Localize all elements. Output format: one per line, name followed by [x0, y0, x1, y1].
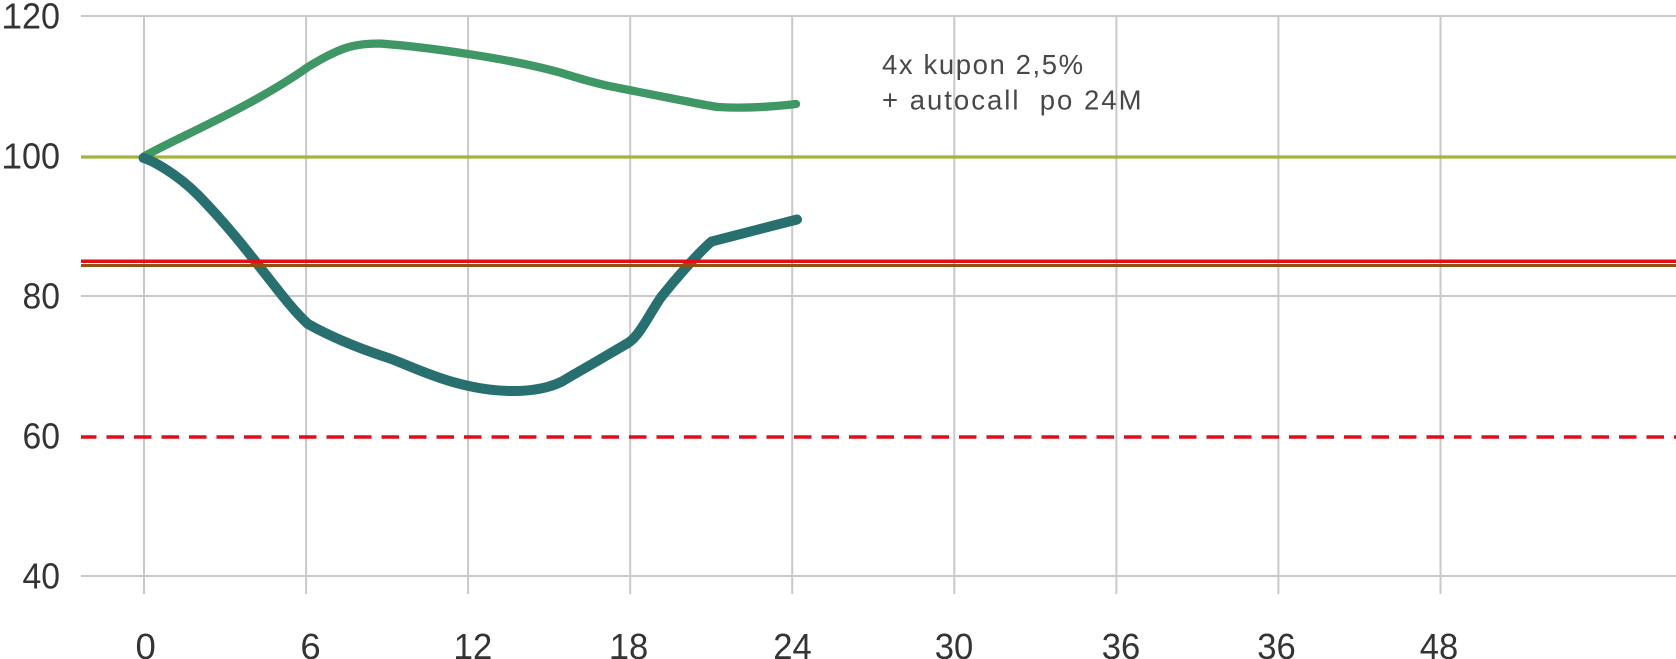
svg-text:120: 120: [3, 0, 60, 37]
svg-text:36: 36: [1102, 626, 1141, 659]
svg-text:12: 12: [454, 626, 493, 659]
svg-text:0: 0: [136, 626, 156, 659]
svg-text:40: 40: [23, 556, 61, 597]
svg-text:100: 100: [3, 136, 60, 177]
svg-text:6: 6: [300, 626, 320, 659]
svg-text:60: 60: [23, 416, 61, 457]
svg-text:18: 18: [610, 626, 649, 659]
svg-text:30: 30: [935, 626, 974, 659]
svg-text:+ autocall po 24M: + autocall po 24M: [882, 85, 1144, 116]
svg-text:24: 24: [773, 626, 812, 659]
svg-text:4x kupon 2,5%: 4x kupon 2,5%: [882, 49, 1085, 80]
svg-text:80: 80: [23, 276, 61, 317]
svg-text:48: 48: [1420, 626, 1459, 659]
svg-text:36: 36: [1257, 626, 1296, 659]
